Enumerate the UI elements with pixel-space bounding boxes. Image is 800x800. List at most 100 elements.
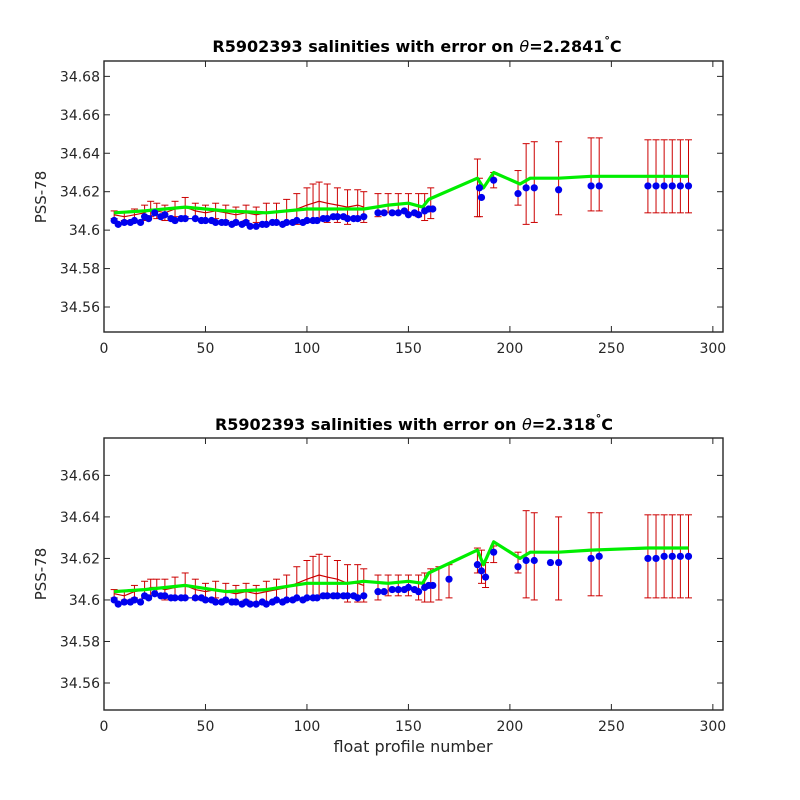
bottom-float-point [481,573,490,581]
bottom-float-point [130,596,139,604]
bottom-x-tick-label: 300 [699,719,726,735]
bottom-float-point [360,592,368,600]
top-float-point [388,209,396,217]
bottom-float-point [246,600,254,608]
bottom-float-point [394,585,402,594]
bottom-float-point [644,554,652,563]
top-float-point [374,209,382,217]
bottom-axes-box [103,437,724,711]
bottom-float-point [283,596,291,604]
top-subplot: R5902393 salinities with error on θ=2.28… [32,34,726,357]
bottom-float-point [343,592,352,600]
bottom-x-tick-label: 150 [395,719,422,735]
bottom-float-point [151,590,159,598]
bottom-y-tick-label: 34.64 [60,510,100,526]
top-float-point [652,182,660,190]
top-float-point [114,220,122,228]
bottom-float-point [161,592,169,600]
bottom-float-point [490,548,498,556]
bottom-x-tick-label: 250 [598,719,625,735]
bottom-float-point [262,600,270,608]
top-float-point [252,222,260,230]
bottom-float-point [522,556,530,565]
bottom-float-point [201,596,210,604]
bottom-float-point [660,552,668,560]
top-float-point [490,176,498,184]
top-axes-box [103,60,724,333]
top-float-point [477,193,486,202]
top-float-point [272,218,281,227]
top-float-point [222,218,230,227]
top-axis-ticks: 0 50 100 150 200 250 300 34.56 34.58 34.6 34.62 34.… [60,61,726,357]
bottom-float-point [120,598,128,606]
top-float-point [145,215,153,223]
top-y-tick-label: 34.62 [60,185,100,201]
top-y-axis-label: PSS-78 [32,171,50,224]
bottom-float-point [323,592,331,600]
top-float-point [354,215,362,223]
bottom-float-point [333,592,341,600]
bottom-float-point [514,563,522,571]
top-x-tick-label: 100 [294,341,321,357]
bottom-float-point [555,558,563,567]
top-float-point [313,216,321,225]
x-axis-label: float profile number [333,737,493,756]
top-float-point [360,213,368,221]
bottom-x-tick-label: 100 [294,719,321,735]
top-y-tick-label: 34.58 [60,262,100,278]
bottom-y-axis-label: PSS-78 [32,548,50,601]
top-x-tick-label: 50 [197,341,215,357]
top-float-point [429,205,437,213]
top-float-point [530,184,538,192]
top-float-point [555,186,563,194]
top-float-point [212,218,220,227]
bottom-float-point [181,594,189,602]
top-float-point [414,211,423,219]
top-float-point [161,211,169,219]
bottom-float-point [676,552,684,560]
top-float-point [136,218,145,227]
bottom-y-tick-label: 34.62 [60,551,100,567]
top-float-point [522,184,530,192]
top-float-point [676,182,684,190]
top-plot-marks [110,137,693,230]
top-float-point [333,213,341,221]
bottom-float-point [293,594,301,602]
top-float-point [130,216,139,225]
bottom-float-point [388,585,396,594]
top-x-tick-label: 300 [699,341,726,357]
top-float-point [668,182,676,190]
bottom-float-point [145,594,153,602]
bottom-x-tick-label: 200 [497,719,524,735]
top-x-tick-label: 250 [598,341,625,357]
bottom-float-point [303,594,311,602]
bottom-y-tick-label: 34.58 [60,634,100,650]
bottom-float-point [477,567,486,575]
top-float-point [246,222,254,230]
top-y-tick-label: 34.66 [60,108,100,124]
top-float-point [293,216,301,225]
bottom-float-point [374,588,382,596]
bottom-float-point [354,594,362,602]
top-y-tick-label: 34.6 [69,223,100,239]
top-float-point [303,216,311,225]
top-float-point [201,216,210,225]
bottom-float-point [445,575,453,583]
bottom-chart-title: R5902393 salinities with error on θ=2.31… [215,412,613,434]
top-float-point [514,190,522,198]
bottom-float-point [313,594,321,602]
bottom-float-point [212,598,220,606]
bottom-float-point [546,558,555,567]
bottom-plot-marks [110,510,693,608]
bottom-float-point [252,600,260,608]
bottom-float-point [380,588,388,596]
top-float-point [644,182,652,190]
bottom-float-point [272,596,281,604]
bottom-float-point [191,594,199,602]
top-float-point [684,182,693,190]
top-float-point [181,215,189,223]
top-float-point [660,182,668,190]
top-mapped-line [114,170,689,215]
